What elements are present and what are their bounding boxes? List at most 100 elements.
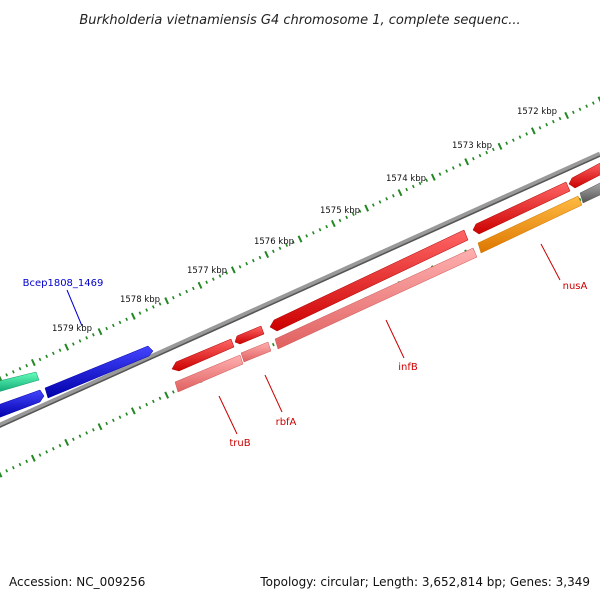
accession-text: Accession: NC_009256	[9, 575, 145, 589]
inner-scale-tick	[45, 450, 49, 454]
tick-label-1575: 1575 kbp	[320, 206, 360, 216]
inner-scale-tick	[91, 428, 95, 432]
cds-feature-infB[interactable]	[269, 229, 469, 332]
tick-label-1576: 1576 kbp	[254, 237, 294, 247]
leader-line-bcep	[66, 289, 83, 327]
inner-scale-tick	[18, 462, 22, 467]
outer-scale-tick	[258, 255, 262, 260]
outer-scale-tick	[51, 351, 55, 355]
inner-scale-tick	[111, 418, 115, 423]
gene-feature-truB[interactable]	[174, 354, 244, 393]
outer-scale-tick	[118, 320, 122, 325]
outer-scale-tick	[564, 111, 570, 120]
outer-scale-tick	[197, 281, 203, 289]
outer-scale-tick	[578, 107, 582, 111]
outer-scale-tick	[458, 163, 462, 167]
outer-scale-tick	[5, 373, 9, 377]
outer-scale-tick	[585, 104, 589, 108]
inner-scale-tick	[51, 447, 55, 451]
gene-feature-bcep1808-1469[interactable]	[44, 345, 154, 399]
outer-scale-tick	[271, 249, 275, 254]
outer-scale-tick	[451, 166, 455, 170]
outer-scale-tick	[251, 258, 255, 263]
outer-scale-tick	[525, 132, 529, 136]
outer-scale-tick	[230, 266, 236, 274]
gene-feature-nusA[interactable]	[477, 195, 583, 254]
gene-label-nusA[interactable]: nusA	[563, 281, 588, 292]
tick-label-1574: 1574 kbp	[386, 174, 426, 184]
outer-scale-tick	[178, 292, 182, 297]
inner-scale-tick	[130, 407, 136, 415]
outer-scale-tick	[351, 212, 355, 216]
inner-scale-tick	[118, 415, 122, 419]
forward-track	[0, 162, 600, 399]
outer-scale-tick	[171, 295, 175, 300]
gene-feature-teal[interactable]	[0, 371, 40, 392]
outer-scale-tick	[58, 348, 62, 352]
outer-scale-tick	[97, 328, 103, 336]
leader-line-infB	[385, 319, 405, 359]
inner-scale-tick	[85, 431, 89, 435]
tick-label-1572: 1572 kbp	[517, 107, 557, 117]
outer-scale-tick	[411, 184, 415, 189]
outer-scale-tick	[25, 363, 29, 368]
outer-scale-tick	[285, 243, 289, 247]
cds-feature-truB[interactable]	[171, 338, 235, 372]
outer-scale-tick	[0, 375, 3, 382]
cds-feature-nusA[interactable]	[472, 181, 571, 235]
inner-scale-tick	[30, 454, 36, 462]
inner-scale-tick	[145, 402, 149, 407]
outer-scale-tick	[478, 153, 482, 158]
cds-feature-rbfA[interactable]	[234, 325, 265, 345]
inner-scale-tick	[138, 406, 142, 410]
outer-scale-tick	[138, 311, 142, 315]
outer-scale-tick	[438, 172, 442, 176]
gene-feature-infB[interactable]	[274, 247, 478, 350]
outer-scale-tick	[85, 336, 89, 340]
inner-scale-tick	[151, 399, 155, 404]
inner-scale-tick	[38, 453, 42, 457]
genome-summary-text: Topology: circular; Length: 3,652,814 bp…	[259, 575, 590, 589]
outer-scale-tick	[111, 323, 115, 328]
outer-scale-tick	[425, 178, 429, 183]
inner-scale-tick	[58, 443, 62, 448]
outer-scale-tick	[445, 169, 449, 173]
outer-scale-tick	[530, 127, 536, 135]
tick-label-1579: 1579 kbp	[52, 324, 92, 334]
gene-label-rbfA[interactable]: rbfA	[276, 417, 297, 428]
cds-feature-next[interactable]	[568, 162, 600, 189]
gene-feature-blue-left[interactable]	[0, 389, 45, 418]
outer-scale-ticks	[0, 96, 600, 382]
outer-scale-tick	[218, 274, 222, 278]
leader-line-truB	[218, 395, 238, 435]
outer-scale-tick	[91, 333, 95, 337]
outer-scale-tick	[518, 135, 522, 139]
outer-scale-tick	[358, 209, 362, 213]
outer-scale-tick	[597, 96, 600, 103]
outer-scale-tick	[11, 370, 15, 374]
gene-label-infB[interactable]: infB	[398, 362, 418, 373]
outer-scale-tick	[291, 240, 295, 244]
gene-label-truB[interactable]: truB	[229, 438, 250, 449]
outer-scale-tick	[391, 194, 395, 198]
outer-scale-tick	[164, 297, 170, 305]
outer-scale-tick	[278, 246, 282, 250]
gene-feature-gray[interactable]	[579, 182, 600, 204]
genome-backbone	[0, 151, 600, 428]
outer-scale-tick	[318, 228, 322, 232]
inner-scale-tick	[97, 423, 103, 431]
outer-scale-tick	[511, 138, 515, 142]
outer-scale-tick	[471, 156, 475, 161]
gene-feature-rbfA[interactable]	[240, 341, 272, 363]
outer-scale-tick	[185, 289, 189, 294]
outer-scale-tick	[330, 219, 336, 228]
outer-scale-tick	[497, 142, 503, 150]
inner-scale-tick	[5, 469, 9, 473]
outer-scale-tick	[397, 189, 403, 197]
outer-scale-tick	[45, 354, 49, 359]
inner-scale-tick	[171, 390, 175, 394]
inner-scale-tick	[11, 465, 15, 470]
inner-scale-tick	[64, 438, 70, 447]
gene-label-bcep1808-1469[interactable]: Bcep1808_1469	[23, 278, 104, 289]
